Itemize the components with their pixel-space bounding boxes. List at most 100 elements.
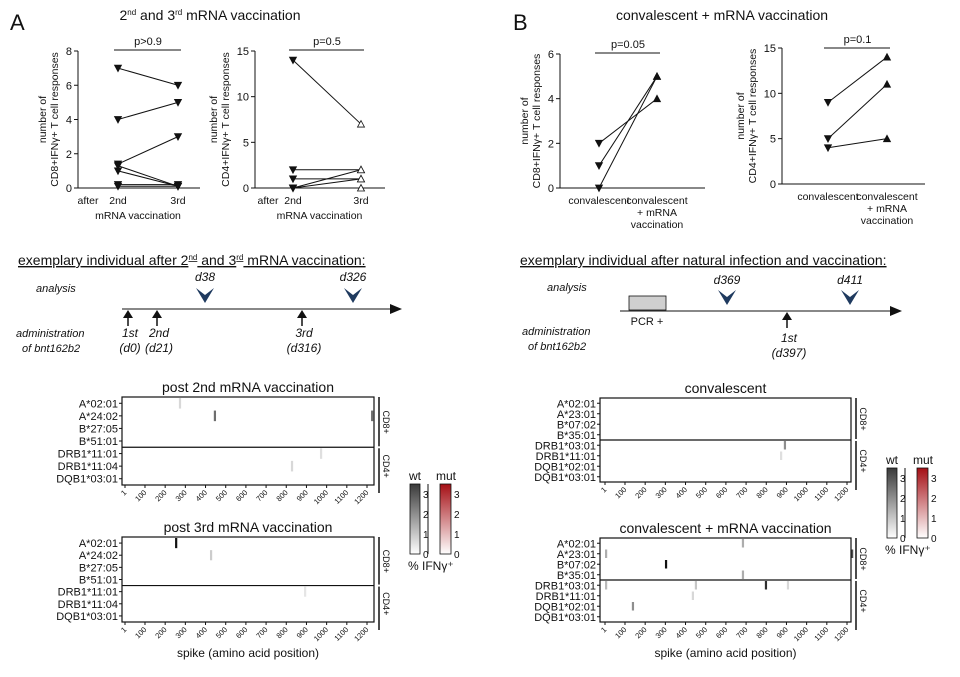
- hla-allele-label: A*23:01: [557, 549, 596, 561]
- y-tick-label: 6: [548, 49, 554, 61]
- dose-day-label: (d397): [772, 346, 807, 360]
- x-tick-label: 600: [714, 625, 729, 640]
- wt-colorbar: [409, 483, 421, 555]
- x-tick-label: 900: [775, 625, 790, 640]
- heatmap-title: post 3rd mRNA vaccination: [164, 519, 333, 535]
- paired-points: [288, 174, 366, 193]
- x-axis-label: spike (amino acid position): [177, 646, 319, 660]
- scatter-a_cd4: 0 5 10 15 number of CD4+IFNγ+ T cell response…: [208, 36, 385, 222]
- x-tick-label: 400: [674, 485, 689, 500]
- y-axis-label: number of: [519, 97, 531, 144]
- heatmap-a_post3: post 3rd mRNA vaccinationA*02:01A*24:02B…: [56, 519, 391, 660]
- heatmap-cell: [786, 581, 790, 590]
- group-label-cd4: CD4+: [858, 449, 868, 472]
- x-category-label: convalescent: [797, 191, 858, 203]
- hla-allele-label: DRB1*11:01: [536, 591, 596, 603]
- y-tick-label: 0: [548, 183, 554, 195]
- heatmap-cell: [371, 410, 374, 422]
- x-tick-label: 1100: [332, 625, 350, 643]
- paired-points: [113, 162, 183, 191]
- legend-mut-label: mut: [913, 453, 934, 467]
- x-tick-label: 1000: [312, 625, 330, 643]
- dose-arrow-icon: [782, 312, 792, 320]
- mut-tick-label: 2: [454, 510, 460, 521]
- analysis-chevron-icon: [196, 288, 214, 303]
- paired-points: [113, 98, 183, 124]
- hla-allele-label: DQB1*03:01: [56, 474, 118, 486]
- group-label-cd4: CD4+: [381, 455, 391, 478]
- paired-points: [288, 183, 366, 193]
- y-tick-label: 5: [243, 137, 249, 149]
- down-triangle-marker: [823, 99, 833, 107]
- mut-colorbar: [439, 483, 452, 555]
- pair-line: [117, 170, 179, 187]
- y-axis-label: CD8+IFNγ+ T cell responses: [531, 54, 543, 189]
- analysis-day-label: d411: [837, 273, 863, 287]
- x-tick-label: 400: [194, 488, 209, 503]
- wt-tick-label: 1: [900, 514, 906, 525]
- heatmap-cell: [691, 591, 694, 600]
- wt-tick-label: 0: [900, 534, 906, 545]
- dose-label: 3rd: [295, 326, 313, 340]
- x-tick-label: 700: [734, 485, 749, 500]
- down-triangle-marker: [113, 162, 123, 171]
- x-tick-label: 300: [174, 625, 189, 640]
- paired-points: [594, 71, 662, 193]
- y-axis-label: CD4+IFNγ+ T cell responses: [220, 52, 232, 187]
- hla-allele-label: A*02:01: [557, 538, 596, 550]
- heatmap-cell: [741, 570, 745, 579]
- y-tick-label: 10: [764, 88, 776, 100]
- wt-tick-label: 3: [423, 490, 429, 501]
- group-label-cd8: CD8+: [858, 407, 868, 430]
- x-tick-label: 700: [734, 625, 749, 640]
- down-triangle-marker: [173, 81, 183, 90]
- x-category-label: vaccination: [631, 219, 684, 231]
- pair-line: [117, 136, 179, 165]
- scatter-b_cd8: 0 2 4 6 number of CD8+IFNγ+ T cell responses c…: [519, 39, 705, 231]
- heatmap-cell: [783, 441, 787, 450]
- heatmap-cell: [631, 602, 635, 611]
- mut-tick-label: 2: [931, 494, 937, 505]
- hla-allele-label: B*35:01: [557, 430, 596, 442]
- pair-line: [117, 165, 179, 187]
- down-triangle-marker: [823, 144, 833, 153]
- legend-b: wt mut 0 0 1 1 2 2 3 3 % IFNγ⁺: [885, 453, 937, 557]
- x-axis-label: mRNA vaccination: [95, 210, 181, 222]
- y-tick-label: 8: [66, 46, 72, 58]
- panel-letter-a: A: [10, 10, 25, 35]
- administration-label: administration: [522, 326, 590, 338]
- y-tick-label: 0: [66, 183, 72, 195]
- administration-label: administration: [16, 328, 84, 340]
- legend-wt-label: wt: [885, 453, 899, 467]
- hla-allele-label: B*27:05: [79, 423, 118, 435]
- timeline-b: exemplary individual after natural infec…: [520, 252, 902, 360]
- x-tick-label: 600: [234, 488, 249, 503]
- hla-allele-label: DQB1*02:01: [534, 461, 596, 473]
- x-tick-label: 300: [174, 488, 189, 503]
- pair-line: [598, 76, 658, 166]
- up-triangle-marker: [652, 71, 662, 80]
- heatmap-cell: [780, 451, 783, 460]
- heatmap-cell: [741, 539, 745, 548]
- x-tick-label: 200: [633, 625, 648, 640]
- x-category-label: + mRNA: [637, 207, 677, 219]
- x-category-label: convalescent: [856, 191, 917, 203]
- pair-line: [117, 101, 179, 120]
- wt-tick-label: 1: [423, 530, 429, 541]
- x-category-label: after: [77, 195, 99, 207]
- hla-allele-label: DRB1*11:01: [58, 449, 118, 461]
- heatmap-title: convalescent: [685, 380, 767, 396]
- mut-tick-label: 1: [454, 530, 460, 541]
- x-category-label: 2nd: [284, 195, 302, 207]
- down-triangle-marker: [594, 139, 604, 148]
- pair-line: [598, 76, 658, 189]
- analysis-chevron-icon: [344, 288, 362, 303]
- heatmap-b_conv_mrna: convalescent + mRNA vaccination A*02:01A*…: [534, 520, 868, 660]
- y-tick-label: 4: [66, 115, 72, 127]
- x-tick-label: 800: [274, 625, 289, 640]
- y-tick-label: 15: [764, 43, 776, 55]
- up-triangle-marker: [882, 134, 892, 143]
- down-triangle-marker: [823, 135, 833, 144]
- x-axis-label: spike (amino acid position): [654, 646, 796, 660]
- wt-tick-label: 2: [423, 510, 429, 521]
